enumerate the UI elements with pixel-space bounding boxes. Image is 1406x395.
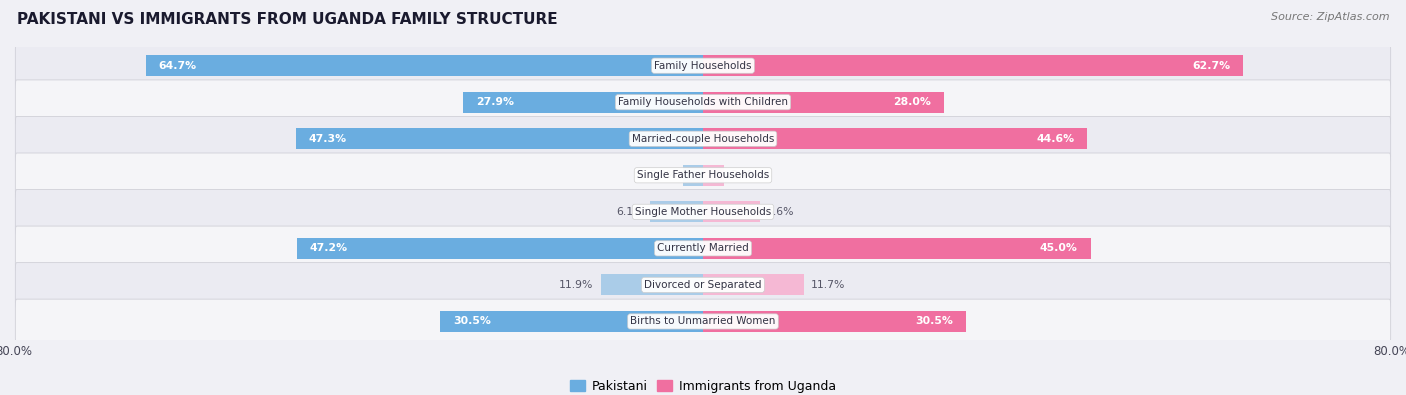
Text: 11.7%: 11.7% — [811, 280, 845, 290]
Text: Single Mother Households: Single Mother Households — [636, 207, 770, 217]
Text: Source: ZipAtlas.com: Source: ZipAtlas.com — [1271, 12, 1389, 22]
Text: 47.3%: 47.3% — [308, 134, 347, 144]
Bar — [703, 128, 1087, 149]
Bar — [146, 55, 703, 76]
Bar — [651, 201, 703, 222]
Text: Married-couple Households: Married-couple Households — [631, 134, 775, 144]
Text: 2.4%: 2.4% — [731, 170, 758, 180]
Bar — [295, 128, 703, 149]
Text: 6.1%: 6.1% — [616, 207, 644, 217]
Bar — [703, 55, 1243, 76]
FancyBboxPatch shape — [15, 190, 1391, 234]
Bar — [703, 311, 966, 332]
Bar — [440, 311, 703, 332]
Text: 62.7%: 62.7% — [1192, 61, 1230, 71]
Text: 64.7%: 64.7% — [159, 61, 197, 71]
Text: Divorced or Separated: Divorced or Separated — [644, 280, 762, 290]
Text: Births to Unmarried Women: Births to Unmarried Women — [630, 316, 776, 326]
Bar — [703, 238, 1091, 259]
FancyBboxPatch shape — [15, 153, 1391, 198]
Bar — [703, 92, 945, 113]
Text: 6.6%: 6.6% — [766, 207, 794, 217]
Text: PAKISTANI VS IMMIGRANTS FROM UGANDA FAMILY STRUCTURE: PAKISTANI VS IMMIGRANTS FROM UGANDA FAMI… — [17, 12, 558, 27]
Text: 44.6%: 44.6% — [1036, 134, 1074, 144]
Text: 11.9%: 11.9% — [560, 280, 593, 290]
FancyBboxPatch shape — [15, 263, 1391, 307]
Text: Single Father Households: Single Father Households — [637, 170, 769, 180]
FancyBboxPatch shape — [15, 117, 1391, 161]
FancyBboxPatch shape — [15, 299, 1391, 344]
Text: 27.9%: 27.9% — [475, 97, 513, 107]
Text: 2.3%: 2.3% — [648, 170, 676, 180]
Bar — [703, 165, 724, 186]
FancyBboxPatch shape — [15, 80, 1391, 124]
Bar — [297, 238, 703, 259]
Text: 30.5%: 30.5% — [915, 316, 953, 326]
Bar — [703, 201, 759, 222]
FancyBboxPatch shape — [15, 43, 1391, 88]
Bar — [703, 274, 804, 295]
Text: 28.0%: 28.0% — [893, 97, 931, 107]
Text: 45.0%: 45.0% — [1039, 243, 1077, 253]
Text: Family Households with Children: Family Households with Children — [619, 97, 787, 107]
Bar — [463, 92, 703, 113]
Text: 47.2%: 47.2% — [309, 243, 347, 253]
Bar — [683, 165, 703, 186]
Legend: Pakistani, Immigrants from Uganda: Pakistani, Immigrants from Uganda — [565, 375, 841, 395]
Text: 30.5%: 30.5% — [453, 316, 491, 326]
Text: Currently Married: Currently Married — [657, 243, 749, 253]
FancyBboxPatch shape — [15, 226, 1391, 271]
Bar — [600, 274, 703, 295]
Text: Family Households: Family Households — [654, 61, 752, 71]
